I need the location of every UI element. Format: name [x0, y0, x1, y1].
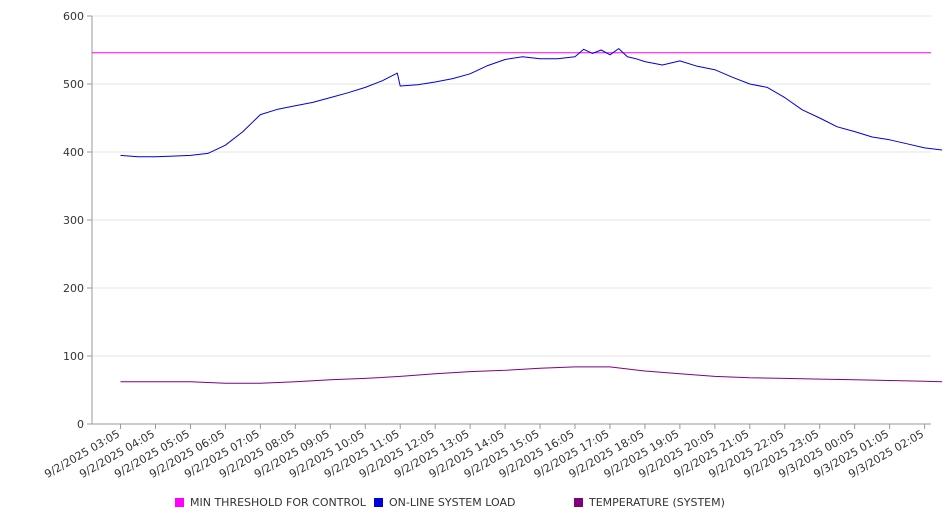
y-tick-label: 600	[63, 10, 84, 23]
y-tick-label: 400	[63, 146, 84, 159]
legend-item-temperature[interactable]: TEMPERATURE (SYSTEM)	[574, 496, 725, 509]
legend-item-system-load[interactable]: ON-LINE SYSTEM LOAD	[374, 496, 515, 509]
legend-item-min-threshold[interactable]: MIN THRESHOLD FOR CONTROL	[175, 496, 366, 509]
legend-label: MIN THRESHOLD FOR CONTROL	[190, 496, 366, 509]
y-tick-label: 200	[63, 282, 84, 295]
x-tick-labels: 9/2/2025 03:059/2/2025 04:059/2/2025 05:…	[42, 427, 926, 481]
legend-swatch	[175, 498, 184, 507]
series-lines	[92, 48, 943, 384]
grid-lines	[92, 15, 931, 357]
axes	[87, 15, 931, 429]
series-line-1	[120, 48, 943, 158]
legend: MIN THRESHOLD FOR CONTROL ON-LINE SYSTEM…	[0, 496, 946, 516]
y-tick-labels: 0 100 200 300 400 500 600	[63, 10, 84, 431]
legend-swatch	[574, 498, 583, 507]
y-tick-label: 300	[63, 214, 84, 227]
legend-swatch	[374, 498, 383, 507]
y-tick-label: 100	[63, 350, 84, 363]
series-line-2	[120, 366, 943, 384]
legend-label: TEMPERATURE (SYSTEM)	[589, 496, 725, 509]
y-tick-label: 500	[63, 78, 84, 91]
legend-label: ON-LINE SYSTEM LOAD	[389, 496, 516, 509]
y-tick-label: 0	[77, 418, 84, 431]
